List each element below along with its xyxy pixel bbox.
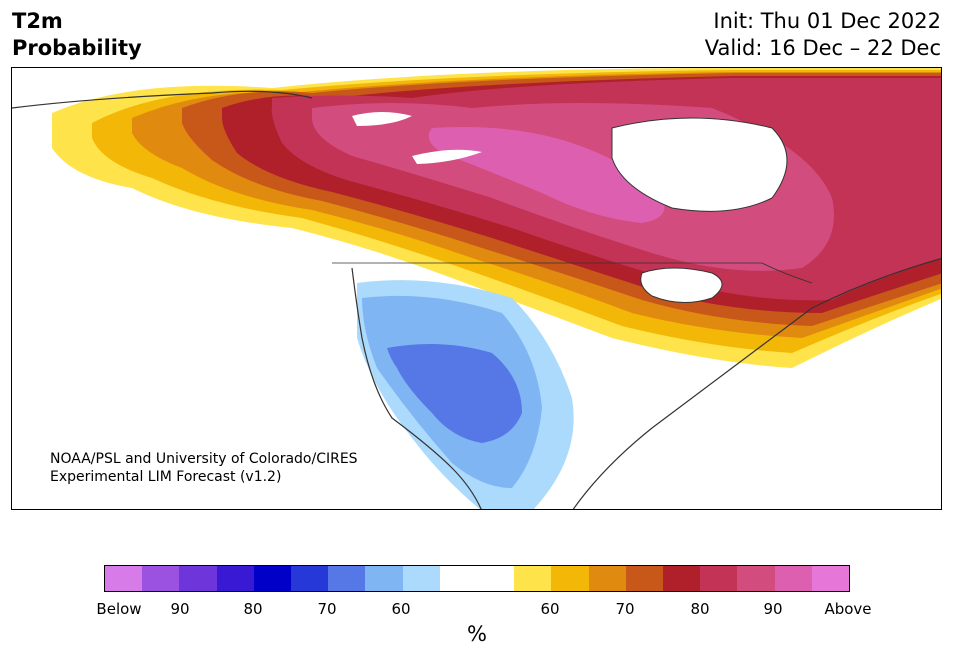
colorbar-cell <box>142 566 180 591</box>
valid-range: Valid: 16 Dec – 22 Dec <box>704 36 941 60</box>
colorbar-cell <box>402 566 440 591</box>
map-title: T2m Probability <box>12 8 142 62</box>
colorbar-tick-label: 90 <box>170 600 190 618</box>
colorbar-tick-label: Above <box>824 600 872 618</box>
forecast-dates: Init: Thu 01 Dec 2022 Valid: 16 Dec – 22… <box>705 8 941 62</box>
colorbar-cell <box>179 566 217 591</box>
colorbar-cell <box>439 566 478 591</box>
colorbar-cell <box>663 566 701 591</box>
colorbar-cell <box>291 566 329 591</box>
colorbar-cell <box>216 566 254 591</box>
colorbar-cell <box>737 566 775 591</box>
colorbar-cell <box>328 566 366 591</box>
title-line-2: Probability <box>12 36 142 60</box>
credit-line-2: Experimental LIM Forecast (v1.2) <box>50 469 282 485</box>
colorbar-unit: % <box>467 622 487 646</box>
colorbar-tick-label: 70 <box>317 600 337 618</box>
colorbar-cell <box>365 566 403 591</box>
colorbar-tick-label: Below <box>96 600 142 618</box>
colorbar-tick-label: 60 <box>391 600 411 618</box>
colorbar-cell <box>774 566 812 591</box>
band-cold-70 <box>387 344 522 443</box>
map-svg <box>12 68 941 509</box>
colorbar-tick-label: 80 <box>690 600 710 618</box>
credit-line-1: NOAA/PSL and University of Colorado/CIRE… <box>50 451 358 467</box>
init-date: Init: Thu 01 Dec 2022 <box>713 9 941 33</box>
colorbar-tick-label: 80 <box>243 600 263 618</box>
colorbar-cell <box>514 566 552 591</box>
colorbar-cell <box>700 566 738 591</box>
coastline <box>12 90 941 509</box>
map-credit: NOAA/PSL and University of Colorado/CIRE… <box>50 450 358 486</box>
probability-map: NOAA/PSL and University of Colorado/CIRE… <box>11 67 942 510</box>
title-line-1: T2m <box>12 9 63 33</box>
colorbar-cell <box>105 566 143 591</box>
colorbar-tick-label: 90 <box>763 600 783 618</box>
colorbar-cell <box>551 566 589 591</box>
colorbar-cell <box>477 566 515 591</box>
great-lakes <box>640 267 723 303</box>
probability-colorbar <box>104 565 850 592</box>
colorbar-cell <box>253 566 292 591</box>
colorbar-tick-label: 70 <box>615 600 635 618</box>
lake-north-2 <box>412 149 482 164</box>
colorbar-cell <box>588 566 626 591</box>
colorbar-cell <box>811 566 850 591</box>
lake-north-1 <box>352 112 412 126</box>
hudson-bay <box>611 117 788 212</box>
band-warm-95 <box>428 127 665 223</box>
colorbar-tick-label: 60 <box>540 600 560 618</box>
colorbar-cell <box>625 566 664 591</box>
us-border <box>332 262 813 284</box>
